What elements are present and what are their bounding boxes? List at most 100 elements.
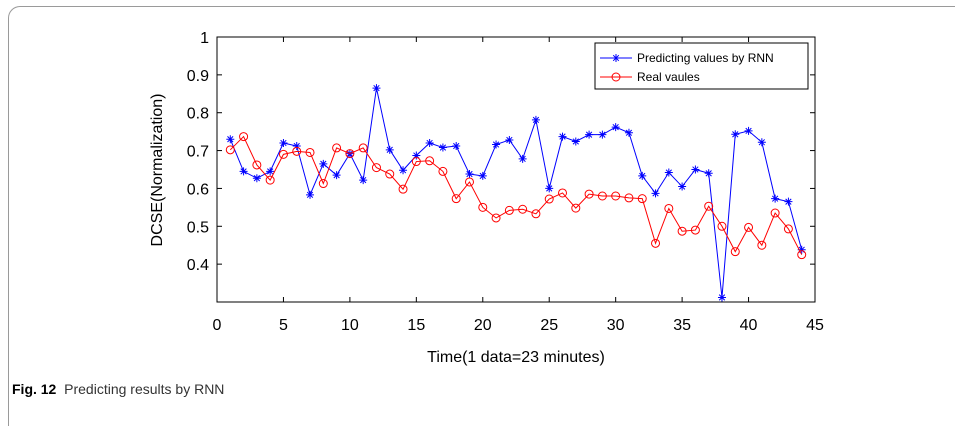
data-point-rnn [598,130,607,139]
data-point-rnn [664,168,673,177]
data-point-real [624,193,634,203]
data-point-real [797,250,807,260]
y-tick-label: 1 [200,30,209,47]
figure-number: Fig. 12 [12,381,57,397]
data-point-rnn [731,130,740,139]
data-point-real [637,194,647,204]
legend-box [594,42,809,90]
legend-label-real: Real vaules [637,70,700,84]
legend-marker-rnn [612,54,620,62]
data-point-rnn [319,159,328,168]
data-point-rnn [585,130,594,139]
x-tick-label: 35 [673,317,691,334]
data-point-rnn [784,197,793,206]
x-tick-label: 40 [740,317,758,334]
data-point-rnn [704,169,713,178]
data-point-rnn [571,137,580,146]
data-point-real [783,224,793,234]
y-tick-label: 0.4 [187,257,209,274]
data-point-real [664,203,674,213]
data-point-real [757,240,767,250]
data-point-real [690,225,700,235]
figure-caption-text: Predicting results by RNN [64,381,225,397]
data-point-real [558,188,568,198]
data-point-real [544,194,554,204]
data-point-rnn [558,132,567,141]
data-point-rnn [252,174,261,183]
data-point-real [531,209,541,219]
data-point-rnn [757,138,766,147]
data-point-real [305,147,315,157]
data-point-real [371,163,381,173]
data-point-real [358,143,368,153]
data-point-real [770,208,780,218]
data-point-rnn [385,145,394,154]
data-point-rnn [531,115,540,124]
data-point-rnn [292,142,301,151]
data-point-real [491,213,501,223]
data-point-real [345,149,355,159]
data-point-real [518,204,528,214]
data-point-real [411,157,421,167]
data-point-rnn [638,171,647,180]
data-point-rnn [438,143,447,152]
data-point-real [571,203,581,213]
data-point-real [651,238,661,248]
data-point-real [451,194,461,204]
data-point-rnn [545,184,554,193]
data-point-real [717,221,727,231]
series-line-real [229,135,803,255]
data-point-rnn [359,176,368,185]
data-point-real [292,146,302,156]
x-tick-label: 20 [474,317,492,334]
data-point-rnn [478,171,487,180]
data-point-real [252,160,262,170]
data-point-rnn [518,154,527,163]
data-point-rnn [425,139,434,147]
data-point-rnn [226,135,235,144]
data-point-real [438,166,448,176]
x-tick-label: 5 [279,317,288,334]
data-point-rnn [412,151,421,160]
data-point-rnn [797,245,806,254]
series-layer [225,84,807,302]
data-point-real [677,226,687,236]
axis-ticks: 0 5 10 15 20 25 30 35 40 45 0.4 0.5 0.6 0.7 0.8 0.9 1 [187,30,824,334]
data-point-real [730,247,740,257]
data-point-real [225,145,235,155]
data-point-real [425,156,435,166]
data-point-rnn [691,165,700,174]
data-point-real [398,184,408,194]
data-point-rnn [239,167,248,176]
data-point-rnn [678,182,687,191]
data-point-rnn [505,135,514,144]
data-point-rnn [452,142,461,151]
y-tick-label: 0.8 [187,106,209,123]
data-point-rnn [771,194,780,203]
figure-caption: Fig. 12 Predicting results by RNN [12,381,224,397]
data-point-real [385,169,395,179]
data-point-real [278,149,288,159]
data-point-rnn [266,167,275,176]
x-tick-label: 30 [607,317,625,334]
data-point-real [704,201,714,211]
legend-label-rnn: Predicting values by RNN [637,51,774,65]
data-point-real [504,205,514,215]
x-tick-label: 15 [407,317,425,334]
y-tick-label: 0.9 [187,68,209,85]
data-point-rnn [624,128,633,137]
x-tick-label: 10 [341,317,359,334]
figure-frame [8,6,955,426]
data-point-rnn [492,140,501,149]
data-point-rnn [611,123,620,132]
data-point-real [332,143,342,153]
data-point-rnn [332,171,341,180]
data-point-real [239,132,249,142]
data-point-rnn [744,126,753,135]
data-point-rnn [651,189,660,198]
legend-star-glyph [612,54,620,62]
line-chart: 0 5 10 15 20 25 30 35 40 45 0.4 0.5 0.6 0.7 0.8 0.9 1 Ti… [149,30,824,366]
y-tick-label: 0.5 [187,219,209,236]
y-axis-label: DCSE(Normalization) [149,94,166,247]
data-point-real [611,191,621,201]
